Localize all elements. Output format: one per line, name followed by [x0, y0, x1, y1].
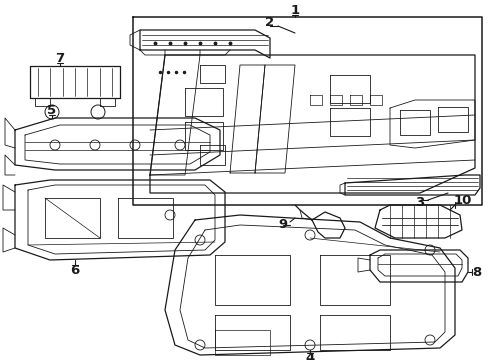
Text: 10: 10 — [453, 194, 471, 207]
Text: 9: 9 — [278, 219, 287, 231]
Text: 7: 7 — [55, 51, 64, 64]
Text: 1: 1 — [290, 4, 299, 17]
Text: 2: 2 — [265, 15, 274, 28]
Text: 5: 5 — [47, 104, 57, 117]
Text: 4: 4 — [305, 351, 314, 360]
Text: 8: 8 — [471, 266, 481, 279]
Text: 6: 6 — [70, 264, 80, 276]
Text: 3: 3 — [414, 197, 424, 210]
